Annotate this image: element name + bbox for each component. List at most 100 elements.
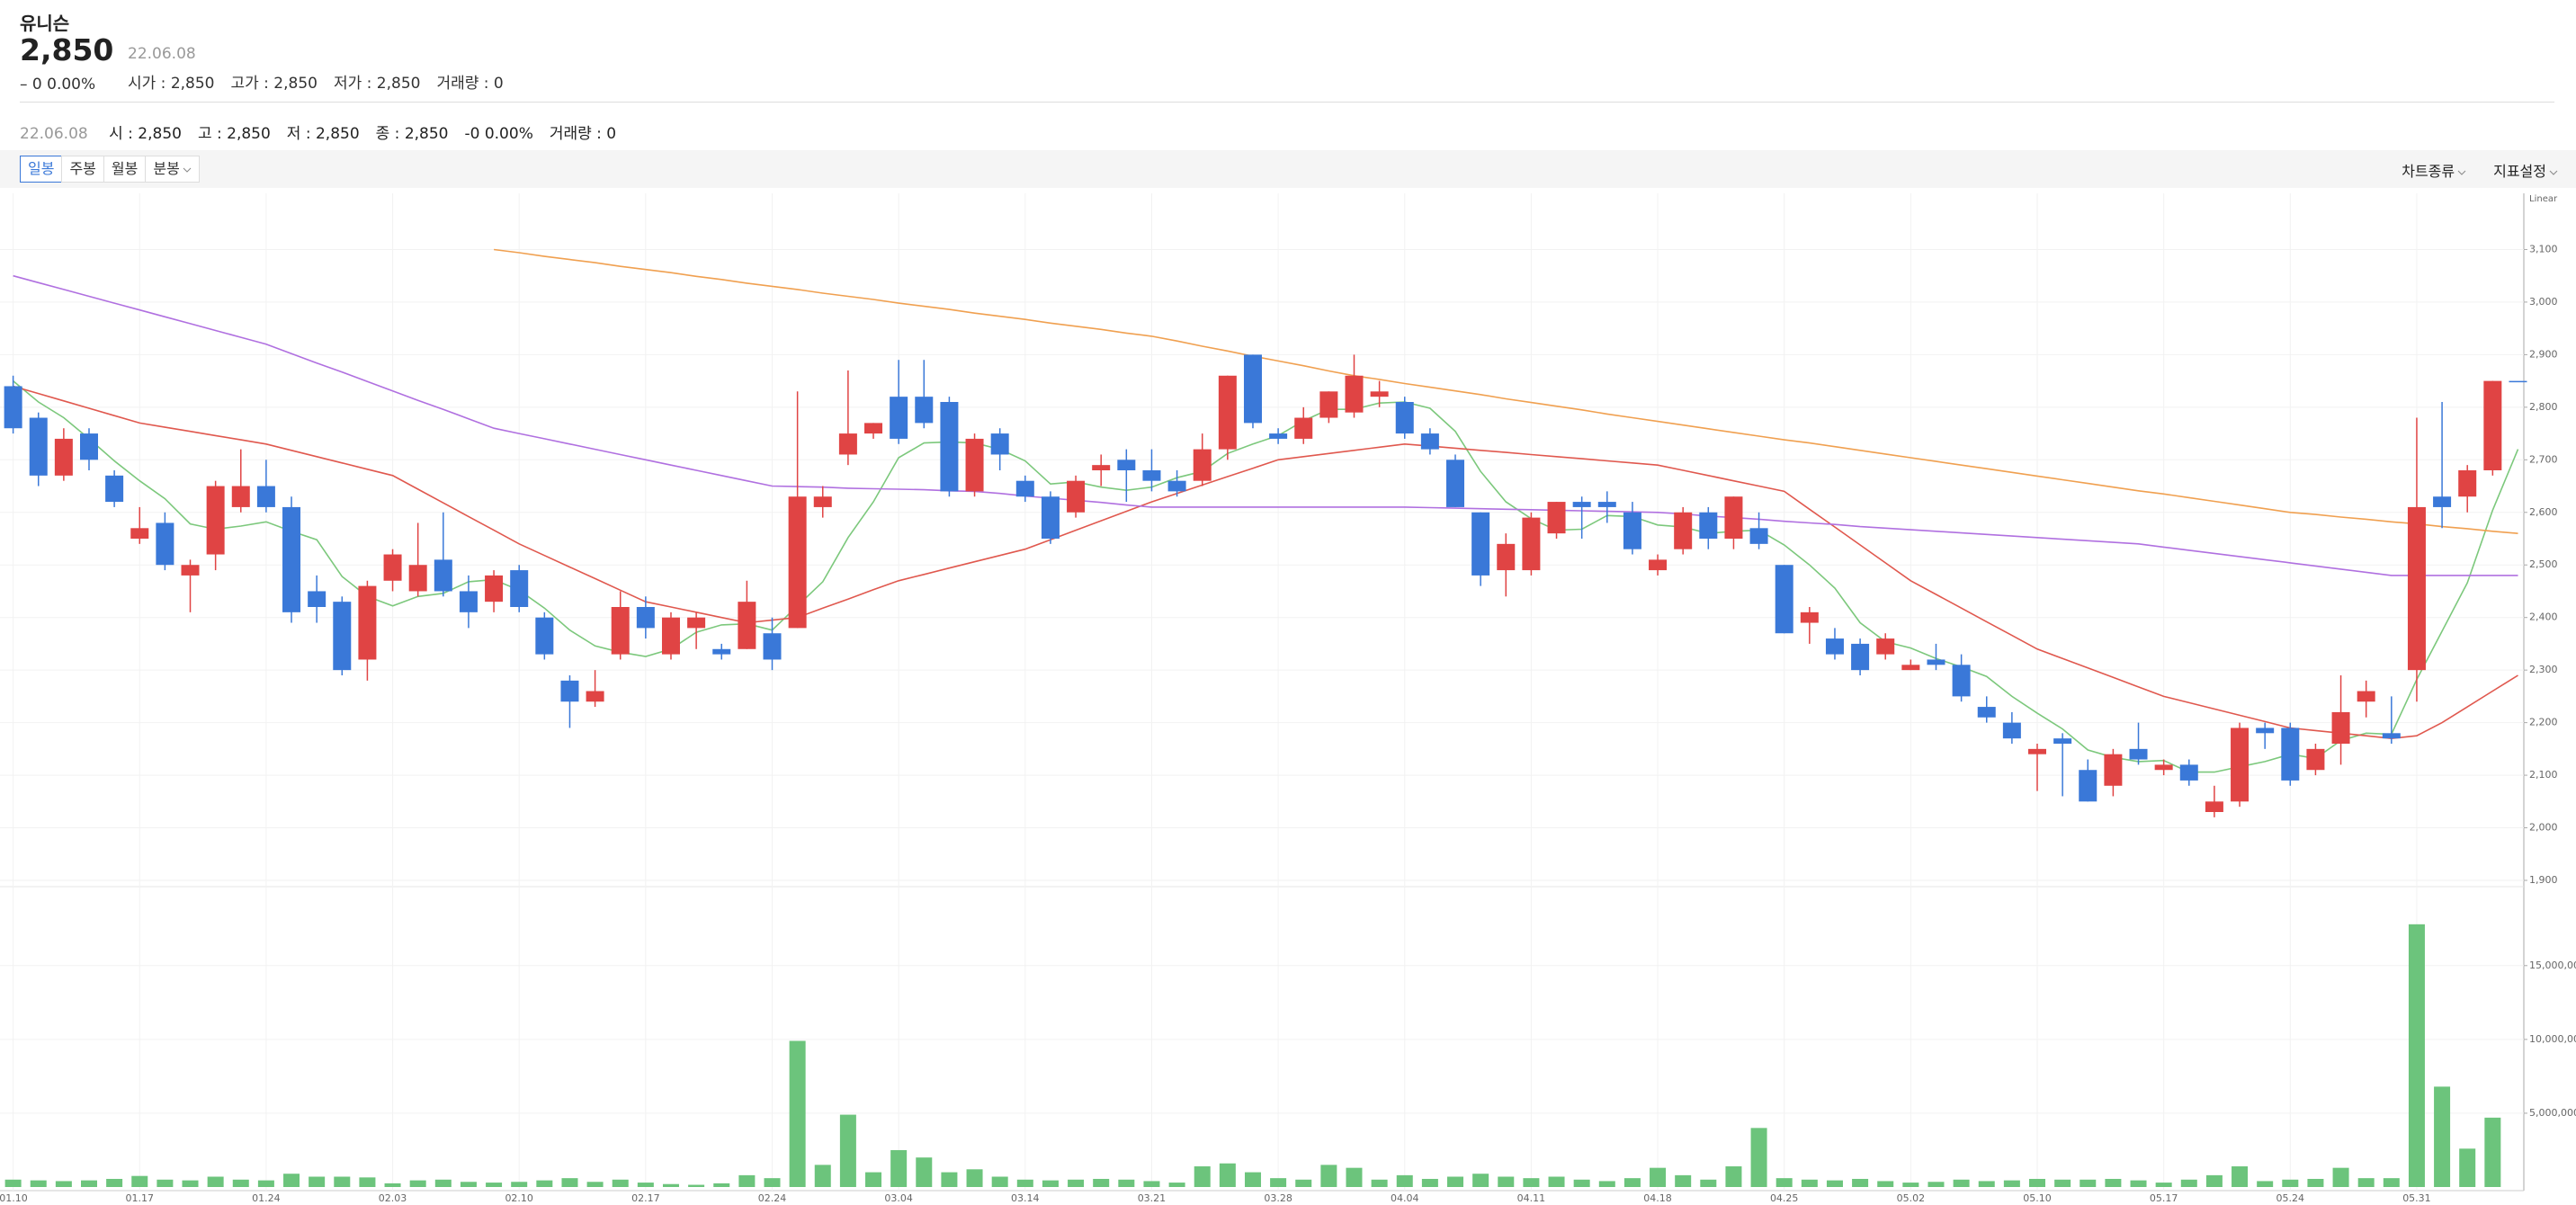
candle-body: [1218, 375, 1237, 450]
volume-bar: [713, 1183, 730, 1187]
x-tick-label: 04.04: [1391, 1192, 1419, 1204]
x-tick-label: 05.17: [2150, 1192, 2178, 1204]
stat: 거래량 : 0: [436, 75, 504, 93]
candle-body: [79, 433, 98, 460]
candle-body: [2028, 748, 2046, 754]
chevron: [2549, 170, 2558, 175]
candle-body: [1775, 565, 1793, 634]
period-button[interactable]: 주봉: [61, 156, 104, 183]
info-item: -0 0.00%: [464, 125, 533, 143]
candle-body: [2281, 727, 2300, 781]
volume-bar: [586, 1182, 604, 1187]
period-button[interactable]: 월봉: [103, 156, 147, 183]
volume-bar: [1750, 1128, 1767, 1187]
candle-body: [1749, 528, 1768, 544]
volume-bar: [1953, 1179, 1970, 1187]
candle-body: [1649, 559, 1668, 571]
x-tick-label: 01.24: [252, 1192, 281, 1204]
volume-bar: [2054, 1179, 2071, 1187]
volume-bar: [1700, 1179, 1717, 1187]
volume-bar: [2130, 1180, 2147, 1187]
x-tick-label: 05.10: [2023, 1192, 2052, 1204]
y-tick-label: 3,100: [2529, 243, 2558, 254]
candle-body: [687, 617, 706, 629]
candle-body: [256, 486, 275, 507]
candle-body: [763, 633, 782, 660]
volume-bar: [460, 1182, 477, 1187]
candle-body: [1294, 417, 1313, 439]
candle-body: [434, 559, 452, 592]
candle-body: [1876, 638, 1895, 655]
menu[interactable]: 지표설정: [2493, 163, 2558, 180]
period-button[interactable]: 분봉: [145, 156, 200, 183]
volume-bar: [1042, 1180, 1059, 1187]
candle-body: [738, 602, 756, 649]
candle-body: [485, 575, 504, 602]
menus: 차트종류 지표설정: [2375, 159, 2558, 181]
candle-body: [408, 565, 427, 592]
candle-body: [1674, 512, 1693, 549]
volume-bar: [1371, 1179, 1388, 1187]
axis-mode-label: Linear: [2529, 194, 2558, 204]
volume-bar: [1902, 1183, 1919, 1187]
volume-bar: [2383, 1178, 2400, 1187]
volume-bar: [2459, 1148, 2476, 1187]
x-tick-label: 02.17: [631, 1192, 660, 1204]
period-label: 분봉: [153, 160, 180, 177]
volume-bar: [941, 1172, 958, 1187]
candle-body: [1269, 433, 1288, 439]
volume-bar: [1219, 1163, 1236, 1187]
stats: 시가 : 2,850 고가 : 2,850 저가 : 2,850 거래량 : 0: [128, 70, 520, 93]
volume-bar: [865, 1172, 882, 1187]
candle-body: [2179, 764, 2198, 781]
period-button[interactable]: 일봉: [20, 156, 63, 183]
x-tick-label: 05.31: [2402, 1192, 2431, 1204]
volume-bar: [1118, 1179, 1135, 1187]
volume-bar: [182, 1180, 199, 1187]
candle-body: [54, 438, 73, 476]
stat: 고가 : 2,850: [230, 75, 318, 93]
y-tick-label: 3,000: [2529, 296, 2558, 308]
candle-body: [1901, 665, 1920, 671]
period-label: 주봉: [69, 160, 96, 177]
volume-bar: [80, 1180, 97, 1187]
candle-body: [1977, 707, 1996, 718]
x-tick-label: 02.24: [758, 1192, 787, 1204]
volume-bar: [2257, 1181, 2274, 1187]
info-item: 거래량 : 0: [549, 125, 617, 143]
menu[interactable]: 차트종류: [2402, 163, 2466, 180]
volume-bar: [1194, 1166, 1211, 1187]
candle-body: [130, 528, 149, 539]
candle-body: [1547, 502, 1566, 534]
x-tick-label: 03.28: [1264, 1192, 1292, 1204]
volume-bar: [409, 1180, 426, 1187]
candle-body: [2079, 770, 2097, 802]
volume-bar: [814, 1165, 831, 1187]
volume-bar: [359, 1177, 376, 1187]
candle-body: [788, 496, 807, 629]
x-tick-label: 03.04: [884, 1192, 913, 1204]
info-item: 고 : 2,850: [197, 125, 271, 143]
candle-body: [383, 554, 402, 581]
x-tick-label: 02.03: [379, 1192, 407, 1204]
candle-body: [535, 617, 554, 655]
x-tick-label: 05.24: [2276, 1192, 2305, 1204]
candle-body: [1597, 502, 1616, 507]
stat: 시가 : 2,850: [128, 75, 215, 93]
volume-bar: [2080, 1179, 2097, 1187]
volume-bar: [1270, 1178, 1287, 1187]
candle-body: [1395, 402, 1414, 434]
divider: [20, 102, 2554, 103]
volume-bar: [764, 1178, 781, 1187]
candle-body: [2231, 727, 2250, 802]
candle-body: [712, 648, 731, 655]
volume-bar: [2232, 1166, 2249, 1187]
volume-bar: [2205, 1174, 2223, 1187]
volume-bar: [1396, 1174, 1413, 1187]
y-tick-label: 2,900: [2529, 348, 2558, 360]
volume-bar: [131, 1175, 148, 1187]
candle-body: [1167, 480, 1186, 492]
volume-bar: [486, 1183, 503, 1187]
volume-bar: [561, 1178, 578, 1187]
candle-body: [1952, 665, 1971, 697]
